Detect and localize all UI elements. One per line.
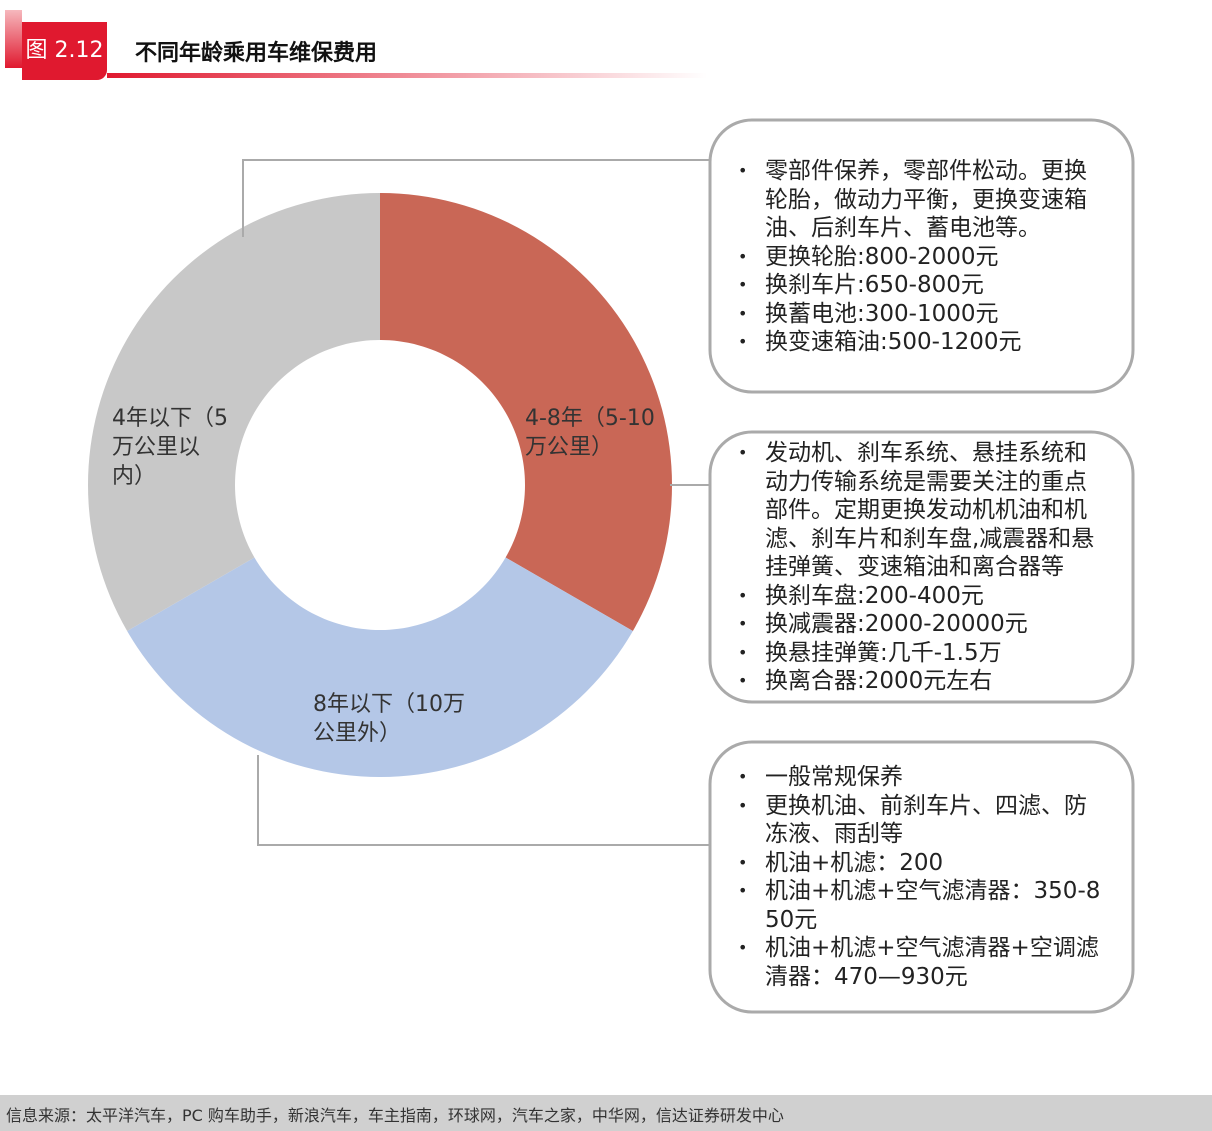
bullet-item: 换离合器:2000元左右 bbox=[738, 667, 1108, 696]
connector bbox=[257, 755, 710, 846]
segment-label: 4-8年（5-10万公里） bbox=[525, 406, 655, 460]
bullet-list: 发动机、刹车系统、悬挂系统和动力传输系统是需要关注的重点部件。定期更换发动机机油… bbox=[738, 439, 1108, 696]
footer: 信息来源：太平洋汽车，PC 购车助手，新浪汽车，车主指南，环球网，汽车之家，中华… bbox=[0, 1095, 1212, 1131]
bullet-item: 机油+机滤+空气滤清器：350-850元 bbox=[738, 877, 1108, 934]
bullet-item: 换刹车片:650-800元 bbox=[738, 271, 1108, 300]
bullet-item: 换蓄电池:300-1000元 bbox=[738, 300, 1108, 329]
bullet-list: 一般常规保养更换机油、前刹车片、四滤、防冻液、雨刮等机油+机滤：200机油+机滤… bbox=[738, 763, 1108, 991]
callout: 发动机、刹车系统、悬挂系统和动力传输系统是需要关注的重点部件。定期更换发动机机油… bbox=[738, 439, 1108, 696]
header-rule bbox=[107, 73, 707, 78]
donut-segment bbox=[380, 193, 672, 631]
bullet-item: 零部件保养，零部件松动。更换轮胎，做动力平衡，更换变速箱油、后刹车片、蓄电池等。 bbox=[738, 157, 1108, 243]
bullet-list: 零部件保养，零部件松动。更换轮胎，做动力平衡，更换变速箱油、后刹车片、蓄电池等。… bbox=[738, 157, 1108, 357]
donut-segment bbox=[127, 557, 633, 777]
connector bbox=[242, 159, 710, 237]
segment-label: 4年以下（5万公里以内） bbox=[112, 406, 228, 489]
bullet-item: 换变速箱油:500-1200元 bbox=[738, 328, 1108, 357]
bullet-item: 换减震器:2000-20000元 bbox=[738, 610, 1108, 639]
bullet-item: 一般常规保养 bbox=[738, 763, 1108, 792]
callout: 一般常规保养更换机油、前刹车片、四滤、防冻液、雨刮等机油+机滤：200机油+机滤… bbox=[738, 763, 1108, 991]
bullet-item: 发动机、刹车系统、悬挂系统和动力传输系统是需要关注的重点部件。定期更换发动机机油… bbox=[738, 439, 1108, 582]
chart-title: 不同年龄乘用车维保费用 bbox=[135, 41, 378, 66]
donut-segment bbox=[88, 193, 380, 631]
bullet-item: 机油+机滤：200 bbox=[738, 849, 1108, 878]
bullet-item: 换悬挂弹簧:几千-1.5万 bbox=[738, 639, 1108, 668]
source: 信息来源：太平洋汽车，PC 购车助手，新浪汽车，车主指南，环球网，汽车之家，中华… bbox=[6, 1106, 784, 1125]
bullet-item: 更换轮胎:800-2000元 bbox=[738, 243, 1108, 272]
header-accent bbox=[5, 10, 22, 68]
bullet-item: 换刹车盘:200-400元 bbox=[738, 582, 1108, 611]
bullet-item: 机油+机滤+空气滤清器+空调滤清器：470—930元 bbox=[738, 934, 1108, 991]
callout: 零部件保养，零部件松动。更换轮胎，做动力平衡，更换变速箱油、后刹车片、蓄电池等。… bbox=[738, 157, 1108, 357]
segment-label: 8年以下（10万公里外） bbox=[313, 692, 465, 746]
bullet-item: 更换机油、前刹车片、四滤、防冻液、雨刮等 bbox=[738, 792, 1108, 849]
figure-label: 图 2.12 bbox=[22, 22, 107, 80]
